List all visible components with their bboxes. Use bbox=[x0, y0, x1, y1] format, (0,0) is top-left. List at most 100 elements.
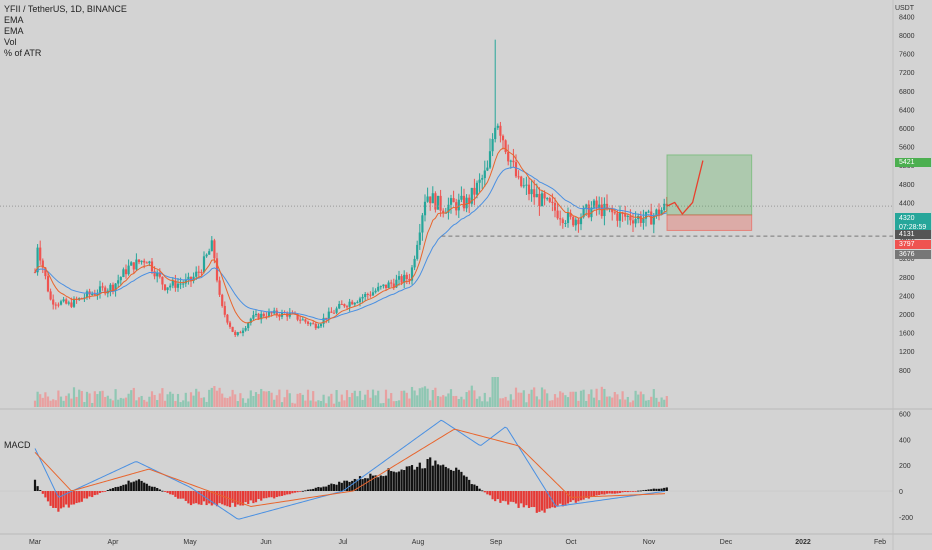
time-tick-label: Dec bbox=[720, 539, 733, 546]
indicator-ema-fast[interactable]: EMA bbox=[4, 15, 24, 25]
indicator-atr[interactable]: % of ATR bbox=[4, 48, 42, 58]
candle-body bbox=[351, 301, 354, 305]
volume-bar bbox=[83, 402, 86, 407]
macd-histogram-bar bbox=[59, 491, 63, 509]
macd-histogram-bar bbox=[501, 491, 505, 501]
candle-body bbox=[574, 219, 577, 226]
volume-bar bbox=[403, 390, 406, 407]
candle-body bbox=[301, 319, 304, 321]
macd-histogram-bar bbox=[546, 491, 549, 509]
macd-histogram-bar bbox=[291, 491, 294, 494]
macd-histogram-bar bbox=[306, 489, 310, 491]
candle-body bbox=[382, 284, 385, 287]
volume-bar bbox=[52, 399, 55, 407]
volume-bar bbox=[148, 396, 151, 407]
macd-histogram-bar bbox=[436, 464, 440, 491]
candle-body bbox=[460, 195, 463, 200]
macd-histogram-bar bbox=[236, 491, 239, 505]
volume-bar bbox=[111, 400, 115, 407]
candle-body bbox=[366, 293, 369, 295]
candle-body bbox=[512, 160, 515, 163]
macd-histogram-bar bbox=[96, 491, 99, 495]
candle-body bbox=[364, 293, 367, 297]
macd-title[interactable]: MACD bbox=[4, 440, 31, 450]
macd-histogram-bar bbox=[421, 468, 424, 491]
candle-body bbox=[486, 167, 489, 171]
volume-bar bbox=[639, 391, 642, 407]
macd-histogram-bar bbox=[491, 491, 494, 500]
candle-body bbox=[418, 232, 421, 245]
candle-body bbox=[405, 274, 408, 279]
candle-body bbox=[473, 187, 476, 195]
candle-body bbox=[400, 276, 403, 283]
candle-body bbox=[257, 313, 260, 320]
volume-bar bbox=[338, 401, 341, 407]
macd-histogram-bar bbox=[369, 473, 372, 491]
macd-histogram-bar bbox=[127, 480, 130, 491]
indicator-volume[interactable]: Vol bbox=[4, 37, 17, 47]
macd-histogram-bar bbox=[301, 490, 304, 492]
macd-histogram-bar bbox=[397, 471, 401, 491]
volume-bar bbox=[468, 390, 471, 407]
candle-body bbox=[587, 204, 590, 218]
volume-bar bbox=[462, 399, 466, 407]
macd-histogram-bar bbox=[166, 491, 169, 493]
volume-bar bbox=[572, 391, 575, 407]
candle-body bbox=[182, 283, 185, 285]
macd-histogram-bar bbox=[101, 491, 104, 493]
volume-bar bbox=[421, 387, 424, 407]
candle-body bbox=[431, 193, 434, 204]
stop-zone bbox=[666, 214, 753, 231]
macd-histogram-bar bbox=[579, 491, 583, 501]
volume-bar bbox=[65, 395, 68, 407]
macd-histogram-bar bbox=[335, 484, 338, 491]
time-tick-label: 2022 bbox=[795, 539, 811, 546]
volume-bar bbox=[72, 387, 76, 407]
volume-bar bbox=[153, 394, 156, 407]
candle-body bbox=[254, 313, 258, 316]
macd-histogram-bar bbox=[234, 491, 237, 507]
macd-histogram-bar bbox=[660, 488, 663, 491]
volume-bar bbox=[312, 391, 315, 407]
macd-histogram-bar bbox=[221, 491, 224, 505]
time-tick-label: Mar bbox=[29, 539, 42, 546]
volume-bar bbox=[278, 389, 281, 407]
indicator-ema-slow[interactable]: EMA bbox=[4, 26, 24, 36]
macd-histogram-bar bbox=[161, 490, 164, 492]
candle-body bbox=[325, 317, 328, 320]
volume-bar bbox=[460, 396, 463, 407]
macd-histogram-bar bbox=[478, 488, 481, 491]
macd-histogram-bar bbox=[267, 491, 271, 498]
macd-histogram-bar bbox=[174, 491, 177, 497]
candle-body bbox=[377, 286, 380, 291]
candle-body bbox=[434, 193, 437, 210]
volume-bar bbox=[361, 399, 364, 407]
candle-body bbox=[137, 259, 141, 263]
macd-histogram-bar bbox=[603, 491, 606, 495]
candle-body bbox=[353, 302, 356, 305]
volume-bar bbox=[611, 397, 614, 407]
volume-bar bbox=[59, 396, 63, 407]
candle-body bbox=[369, 294, 372, 296]
candle-body bbox=[312, 323, 315, 325]
macd-histogram-bar bbox=[413, 469, 416, 491]
macd-histogram-bar bbox=[509, 491, 512, 502]
volume-bar bbox=[93, 391, 96, 407]
volume-bar bbox=[364, 394, 367, 407]
volume-bar bbox=[262, 391, 265, 407]
macd-histogram-bar bbox=[592, 491, 596, 497]
macd-histogram-bar bbox=[52, 491, 55, 508]
volume-bar bbox=[132, 387, 135, 407]
candle-body bbox=[390, 282, 393, 284]
price-tick-label: 2400 bbox=[899, 293, 915, 300]
macd-histogram-bar bbox=[46, 491, 50, 502]
volume-bar bbox=[75, 396, 78, 407]
time-tick-label: Aug bbox=[412, 539, 425, 546]
candle-body bbox=[538, 193, 541, 207]
candle-body bbox=[611, 208, 614, 213]
candle-body bbox=[652, 215, 655, 225]
macd-histogram-bar bbox=[473, 484, 476, 491]
candle-body bbox=[322, 317, 325, 324]
time-tick-label: Sep bbox=[490, 539, 503, 546]
